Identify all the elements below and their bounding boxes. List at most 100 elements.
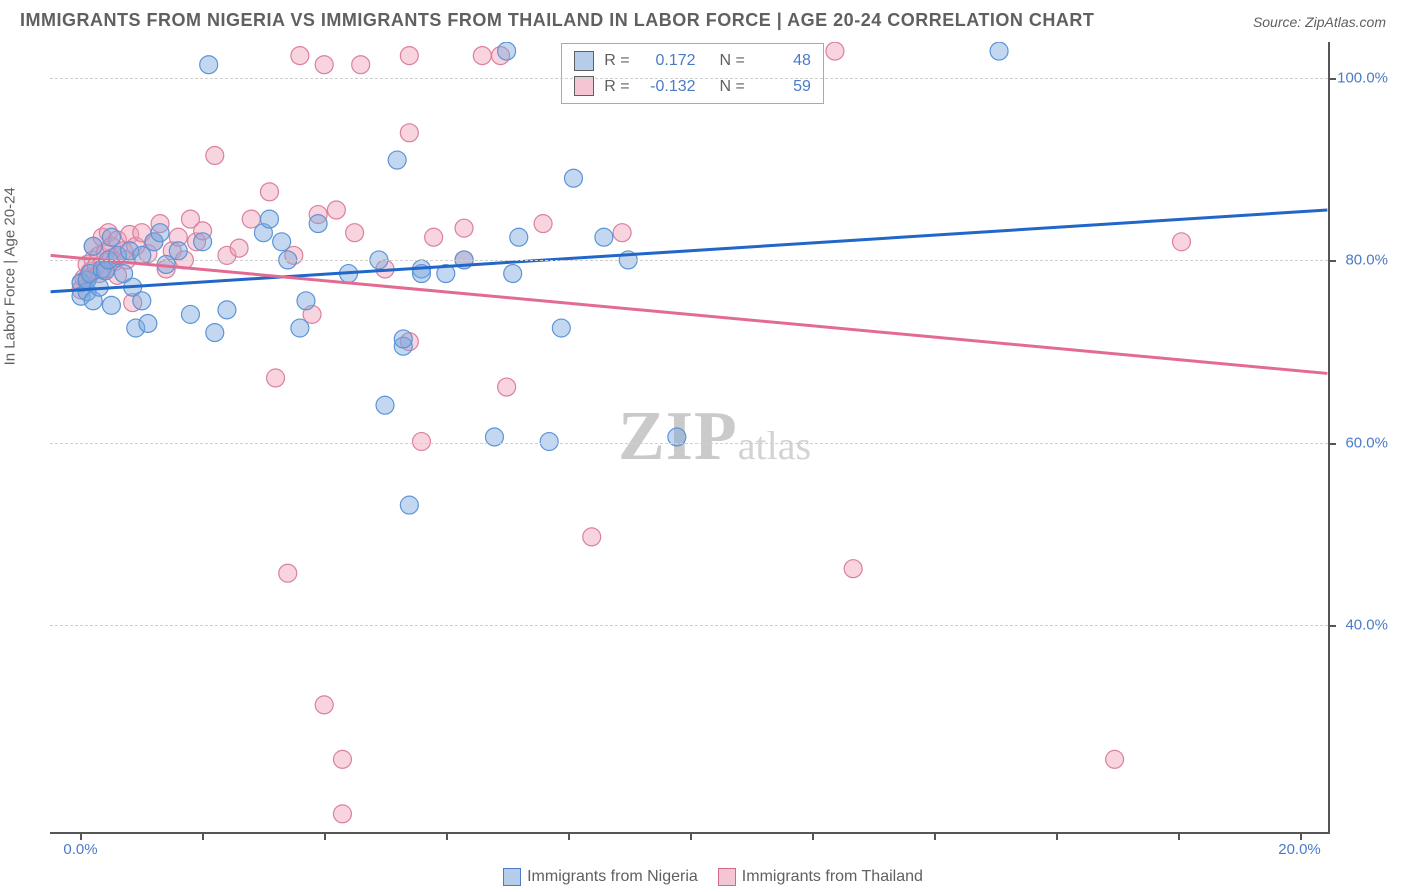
- data-point-nigeria: [388, 151, 406, 169]
- data-point-nigeria: [504, 265, 522, 283]
- data-point-thailand: [1172, 233, 1190, 251]
- data-point-nigeria: [102, 296, 120, 314]
- data-point-nigeria: [297, 292, 315, 310]
- chart-title: IMMIGRANTS FROM NIGERIA VS IMMIGRANTS FR…: [20, 10, 1094, 31]
- data-point-thailand: [315, 696, 333, 714]
- data-point-nigeria: [206, 324, 224, 342]
- xtick-mark: [1300, 832, 1302, 840]
- xtick-label: 0.0%: [63, 841, 97, 858]
- legend-n-label: N =: [720, 48, 745, 74]
- plot-area: ZIPatlas R =0.172N =48R =-0.132N =59 40.…: [50, 42, 1330, 834]
- ytick-label: 40.0%: [1345, 616, 1388, 633]
- data-point-thailand: [498, 378, 516, 396]
- series-legend: Immigrants from Nigeria Immigrants from T…: [0, 868, 1406, 886]
- data-point-thailand: [400, 124, 418, 142]
- data-point-nigeria: [291, 319, 309, 337]
- data-point-thailand: [230, 239, 248, 257]
- grid-line: [50, 260, 1328, 261]
- legend-r-label: R =: [604, 48, 629, 74]
- data-point-thailand: [333, 805, 351, 823]
- xtick-mark: [690, 832, 692, 840]
- xtick-mark: [1056, 832, 1058, 840]
- data-point-thailand: [473, 47, 491, 65]
- data-point-thailand: [534, 215, 552, 233]
- correlation-legend: R =0.172N =48R =-0.132N =59: [561, 43, 824, 104]
- data-point-nigeria: [273, 233, 291, 251]
- legend-swatch-blue: [574, 51, 594, 71]
- data-point-thailand: [327, 201, 345, 219]
- data-point-thailand: [1106, 750, 1124, 768]
- chart-container: IMMIGRANTS FROM NIGERIA VS IMMIGRANTS FR…: [0, 0, 1406, 892]
- trend-line-thailand: [51, 255, 1328, 373]
- data-point-nigeria: [540, 433, 558, 451]
- data-point-thailand: [279, 564, 297, 582]
- ytick-label: 100.0%: [1337, 70, 1388, 87]
- xtick-mark: [934, 832, 936, 840]
- data-point-thailand: [206, 147, 224, 165]
- data-point-nigeria: [84, 237, 102, 255]
- legend-swatch-pink: [718, 868, 736, 886]
- grid-line: [50, 78, 1328, 79]
- data-point-nigeria: [595, 228, 613, 246]
- legend-series-label: Immigrants from Nigeria: [527, 868, 698, 885]
- data-point-thailand: [346, 224, 364, 242]
- data-point-thailand: [400, 47, 418, 65]
- data-point-nigeria: [194, 233, 212, 251]
- xtick-mark: [1178, 832, 1180, 840]
- data-point-nigeria: [552, 319, 570, 337]
- data-point-thailand: [333, 750, 351, 768]
- ytick-mark: [1328, 443, 1336, 445]
- data-point-nigeria: [169, 242, 187, 260]
- source-label: Source: ZipAtlas.com: [1253, 14, 1386, 30]
- data-point-nigeria: [218, 301, 236, 319]
- data-point-thailand: [352, 56, 370, 74]
- ytick-mark: [1328, 78, 1336, 80]
- data-point-thailand: [315, 56, 333, 74]
- data-point-thailand: [425, 228, 443, 246]
- data-point-thailand: [413, 433, 431, 451]
- data-point-nigeria: [510, 228, 528, 246]
- legend-row: R = 0.172 N = 48: [574, 48, 811, 74]
- xtick-label: 20.0%: [1278, 841, 1321, 858]
- scatter-svg: [50, 42, 1328, 832]
- data-point-thailand: [844, 560, 862, 578]
- data-point-nigeria: [309, 215, 327, 233]
- xtick-mark: [568, 832, 570, 840]
- data-point-nigeria: [139, 315, 157, 333]
- data-point-nigeria: [151, 224, 169, 242]
- ytick-label: 60.0%: [1345, 434, 1388, 451]
- y-axis-label: In Labor Force | Age 20-24: [2, 187, 19, 365]
- ytick-mark: [1328, 625, 1336, 627]
- legend-n-value: 48: [755, 48, 811, 74]
- grid-line: [50, 443, 1328, 444]
- ytick-mark: [1328, 260, 1336, 262]
- data-point-thailand: [267, 369, 285, 387]
- data-point-nigeria: [565, 169, 583, 187]
- data-point-thailand: [583, 528, 601, 546]
- data-point-nigeria: [102, 228, 120, 246]
- data-point-nigeria: [200, 56, 218, 74]
- xtick-mark: [324, 832, 326, 840]
- xtick-mark: [446, 832, 448, 840]
- data-point-nigeria: [376, 396, 394, 414]
- data-point-nigeria: [394, 330, 412, 348]
- data-point-nigeria: [181, 305, 199, 323]
- xtick-mark: [80, 832, 82, 840]
- data-point-thailand: [613, 224, 631, 242]
- data-point-nigeria: [498, 42, 516, 60]
- data-point-thailand: [826, 42, 844, 60]
- data-point-nigeria: [990, 42, 1008, 60]
- xtick-mark: [812, 832, 814, 840]
- data-point-thailand: [261, 183, 279, 201]
- grid-line: [50, 625, 1328, 626]
- xtick-mark: [202, 832, 204, 840]
- ytick-label: 80.0%: [1345, 252, 1388, 269]
- legend-series-label: Immigrants from Thailand: [742, 868, 923, 885]
- legend-r-value: 0.172: [640, 48, 696, 74]
- data-point-nigeria: [400, 496, 418, 514]
- data-point-thailand: [291, 47, 309, 65]
- legend-swatch-blue: [503, 868, 521, 886]
- data-point-nigeria: [133, 292, 151, 310]
- data-point-thailand: [455, 219, 473, 237]
- data-point-nigeria: [261, 210, 279, 228]
